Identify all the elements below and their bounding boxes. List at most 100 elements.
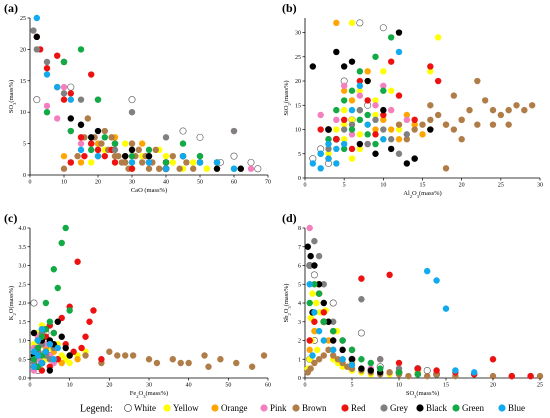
- data-point-brown: [183, 159, 190, 166]
- data-point-orange: [325, 337, 332, 344]
- legend-label: White: [134, 403, 156, 413]
- data-point-brown: [450, 92, 458, 99]
- data-point-red: [311, 318, 318, 325]
- data-point-blue: [348, 361, 356, 369]
- data-point-grey: [33, 46, 40, 53]
- data-point-orange: [333, 19, 340, 27]
- data-point-red: [380, 111, 387, 119]
- data-point-brown: [481, 97, 489, 104]
- data-point-red: [364, 97, 371, 104]
- y-tick-label: 10: [20, 110, 26, 116]
- data-point-red: [356, 77, 364, 85]
- data-point-brown: [513, 102, 520, 109]
- data-point-red: [94, 146, 102, 154]
- x-tick-label: 10: [396, 383, 402, 389]
- data-point-blue: [325, 155, 332, 162]
- y-axis-title: Sb2O3(mass%): [283, 284, 292, 323]
- data-point-pink: [387, 106, 395, 114]
- data-point-blue: [333, 160, 340, 167]
- data-point-blue: [128, 159, 136, 166]
- x-tick-label: 20: [106, 383, 112, 389]
- data-point-blue: [38, 359, 46, 367]
- legend-item-grey: Grey: [380, 403, 408, 413]
- x-tick-label: 10: [380, 183, 386, 189]
- data-point-green: [372, 140, 379, 148]
- data-point-brown: [458, 116, 465, 124]
- data-point-brown: [427, 102, 434, 109]
- data-point-black: [94, 127, 102, 135]
- data-point-pink: [380, 82, 387, 90]
- data-point-blue: [309, 352, 316, 359]
- data-point-grey: [230, 127, 238, 135]
- data-point-grey: [330, 318, 337, 325]
- data-point-blue: [38, 326, 46, 333]
- data-point-black: [307, 252, 314, 260]
- data-point-blue: [395, 48, 403, 56]
- data-point-brown: [84, 115, 92, 122]
- data-point-blue: [50, 356, 57, 363]
- data-point-brown: [153, 359, 161, 367]
- data-point-red: [333, 136, 340, 143]
- data-point-yellow: [372, 111, 379, 119]
- x-tick-label: 0: [304, 183, 307, 189]
- y-tick-label: 10: [295, 128, 301, 134]
- data-point-white: [179, 127, 187, 135]
- data-point-brown: [248, 363, 256, 370]
- data-point-red: [67, 159, 75, 166]
- data-point-green: [66, 307, 73, 314]
- data-point-blue: [33, 14, 40, 22]
- data-point-orange: [77, 159, 85, 166]
- data-point-brown: [98, 140, 105, 147]
- y-tick-label: 0.0: [19, 376, 27, 382]
- data-point-brown: [474, 121, 481, 128]
- x-tick-label: 5: [351, 383, 354, 389]
- data-point-brown: [111, 152, 119, 160]
- data-point-pink: [317, 111, 324, 119]
- data-point-yellow: [427, 68, 434, 75]
- y-tick-label: 1: [298, 357, 301, 363]
- data-point-yellow: [340, 106, 348, 114]
- y-tick-label: 6: [298, 264, 301, 270]
- data-point-grey: [380, 126, 387, 133]
- data-point-yellow: [333, 126, 340, 133]
- data-point-brown: [156, 165, 163, 172]
- data-point-blue: [339, 356, 346, 363]
- y-tick-label: 4: [298, 301, 301, 307]
- data-point-blue: [325, 140, 332, 148]
- y-tick-label: 8: [298, 226, 301, 232]
- data-point-red: [395, 92, 403, 99]
- data-point-blue: [364, 121, 371, 128]
- data-point-brown: [106, 348, 113, 355]
- data-point-white: [67, 83, 75, 91]
- data-point-blue: [42, 348, 50, 355]
- data-point-brown: [386, 369, 393, 376]
- data-point-black: [309, 63, 317, 70]
- data-point-blue: [213, 159, 221, 166]
- data-point-yellow: [314, 346, 321, 354]
- axes: [304, 18, 540, 179]
- data-point-red: [348, 145, 356, 153]
- x-tick-label: 15: [443, 383, 449, 389]
- data-point-yellow: [88, 159, 95, 166]
- data-point-brown: [307, 365, 314, 372]
- data-point-yellow: [190, 159, 197, 166]
- data-point-pink: [403, 116, 411, 124]
- data-point-white: [196, 133, 204, 141]
- data-point-black: [77, 121, 85, 128]
- data-point-black: [380, 106, 387, 114]
- legend-label: Green: [462, 403, 484, 413]
- data-point-green: [320, 318, 327, 325]
- y-tick-label: 0.5: [19, 357, 27, 363]
- y-tick-label: 15: [20, 79, 26, 85]
- data-point-grey: [162, 134, 170, 141]
- data-point-red: [414, 365, 421, 372]
- data-point-grey: [403, 131, 411, 138]
- data-point-brown: [217, 356, 224, 363]
- data-point-yellow: [309, 290, 316, 297]
- data-point-white: [30, 299, 38, 307]
- data-point-red: [78, 344, 85, 352]
- legend: Legend: White Yellow Orange Pink Brown Red Grey…: [80, 403, 525, 415]
- y-tick-label: 20: [295, 79, 301, 85]
- data-point-green: [54, 284, 61, 292]
- data-point-brown: [450, 126, 458, 133]
